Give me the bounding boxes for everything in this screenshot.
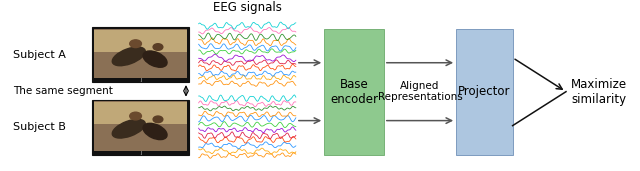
Ellipse shape [112, 119, 145, 138]
FancyBboxPatch shape [324, 29, 384, 155]
Text: Subject B: Subject B [13, 122, 66, 132]
Ellipse shape [112, 47, 145, 66]
FancyBboxPatch shape [93, 102, 187, 124]
Text: Base
encoder: Base encoder [330, 78, 378, 106]
Ellipse shape [143, 51, 167, 67]
FancyBboxPatch shape [93, 101, 187, 151]
Ellipse shape [143, 123, 167, 140]
Text: J: J [140, 151, 141, 155]
Text: J: J [140, 78, 141, 82]
Ellipse shape [153, 116, 163, 123]
FancyBboxPatch shape [93, 29, 187, 78]
Text: The same segment: The same segment [13, 86, 113, 96]
Ellipse shape [130, 112, 141, 120]
Text: Maximize
similarity: Maximize similarity [571, 78, 627, 106]
Ellipse shape [153, 44, 163, 50]
FancyBboxPatch shape [93, 30, 187, 52]
FancyBboxPatch shape [456, 29, 513, 155]
FancyBboxPatch shape [92, 100, 189, 155]
Ellipse shape [130, 40, 141, 48]
Text: EEG signals: EEG signals [212, 1, 282, 14]
Text: Projector: Projector [458, 85, 511, 98]
Text: Aligned
Representations: Aligned Representations [378, 81, 462, 102]
Text: Subject A: Subject A [13, 50, 66, 60]
FancyBboxPatch shape [92, 27, 189, 82]
